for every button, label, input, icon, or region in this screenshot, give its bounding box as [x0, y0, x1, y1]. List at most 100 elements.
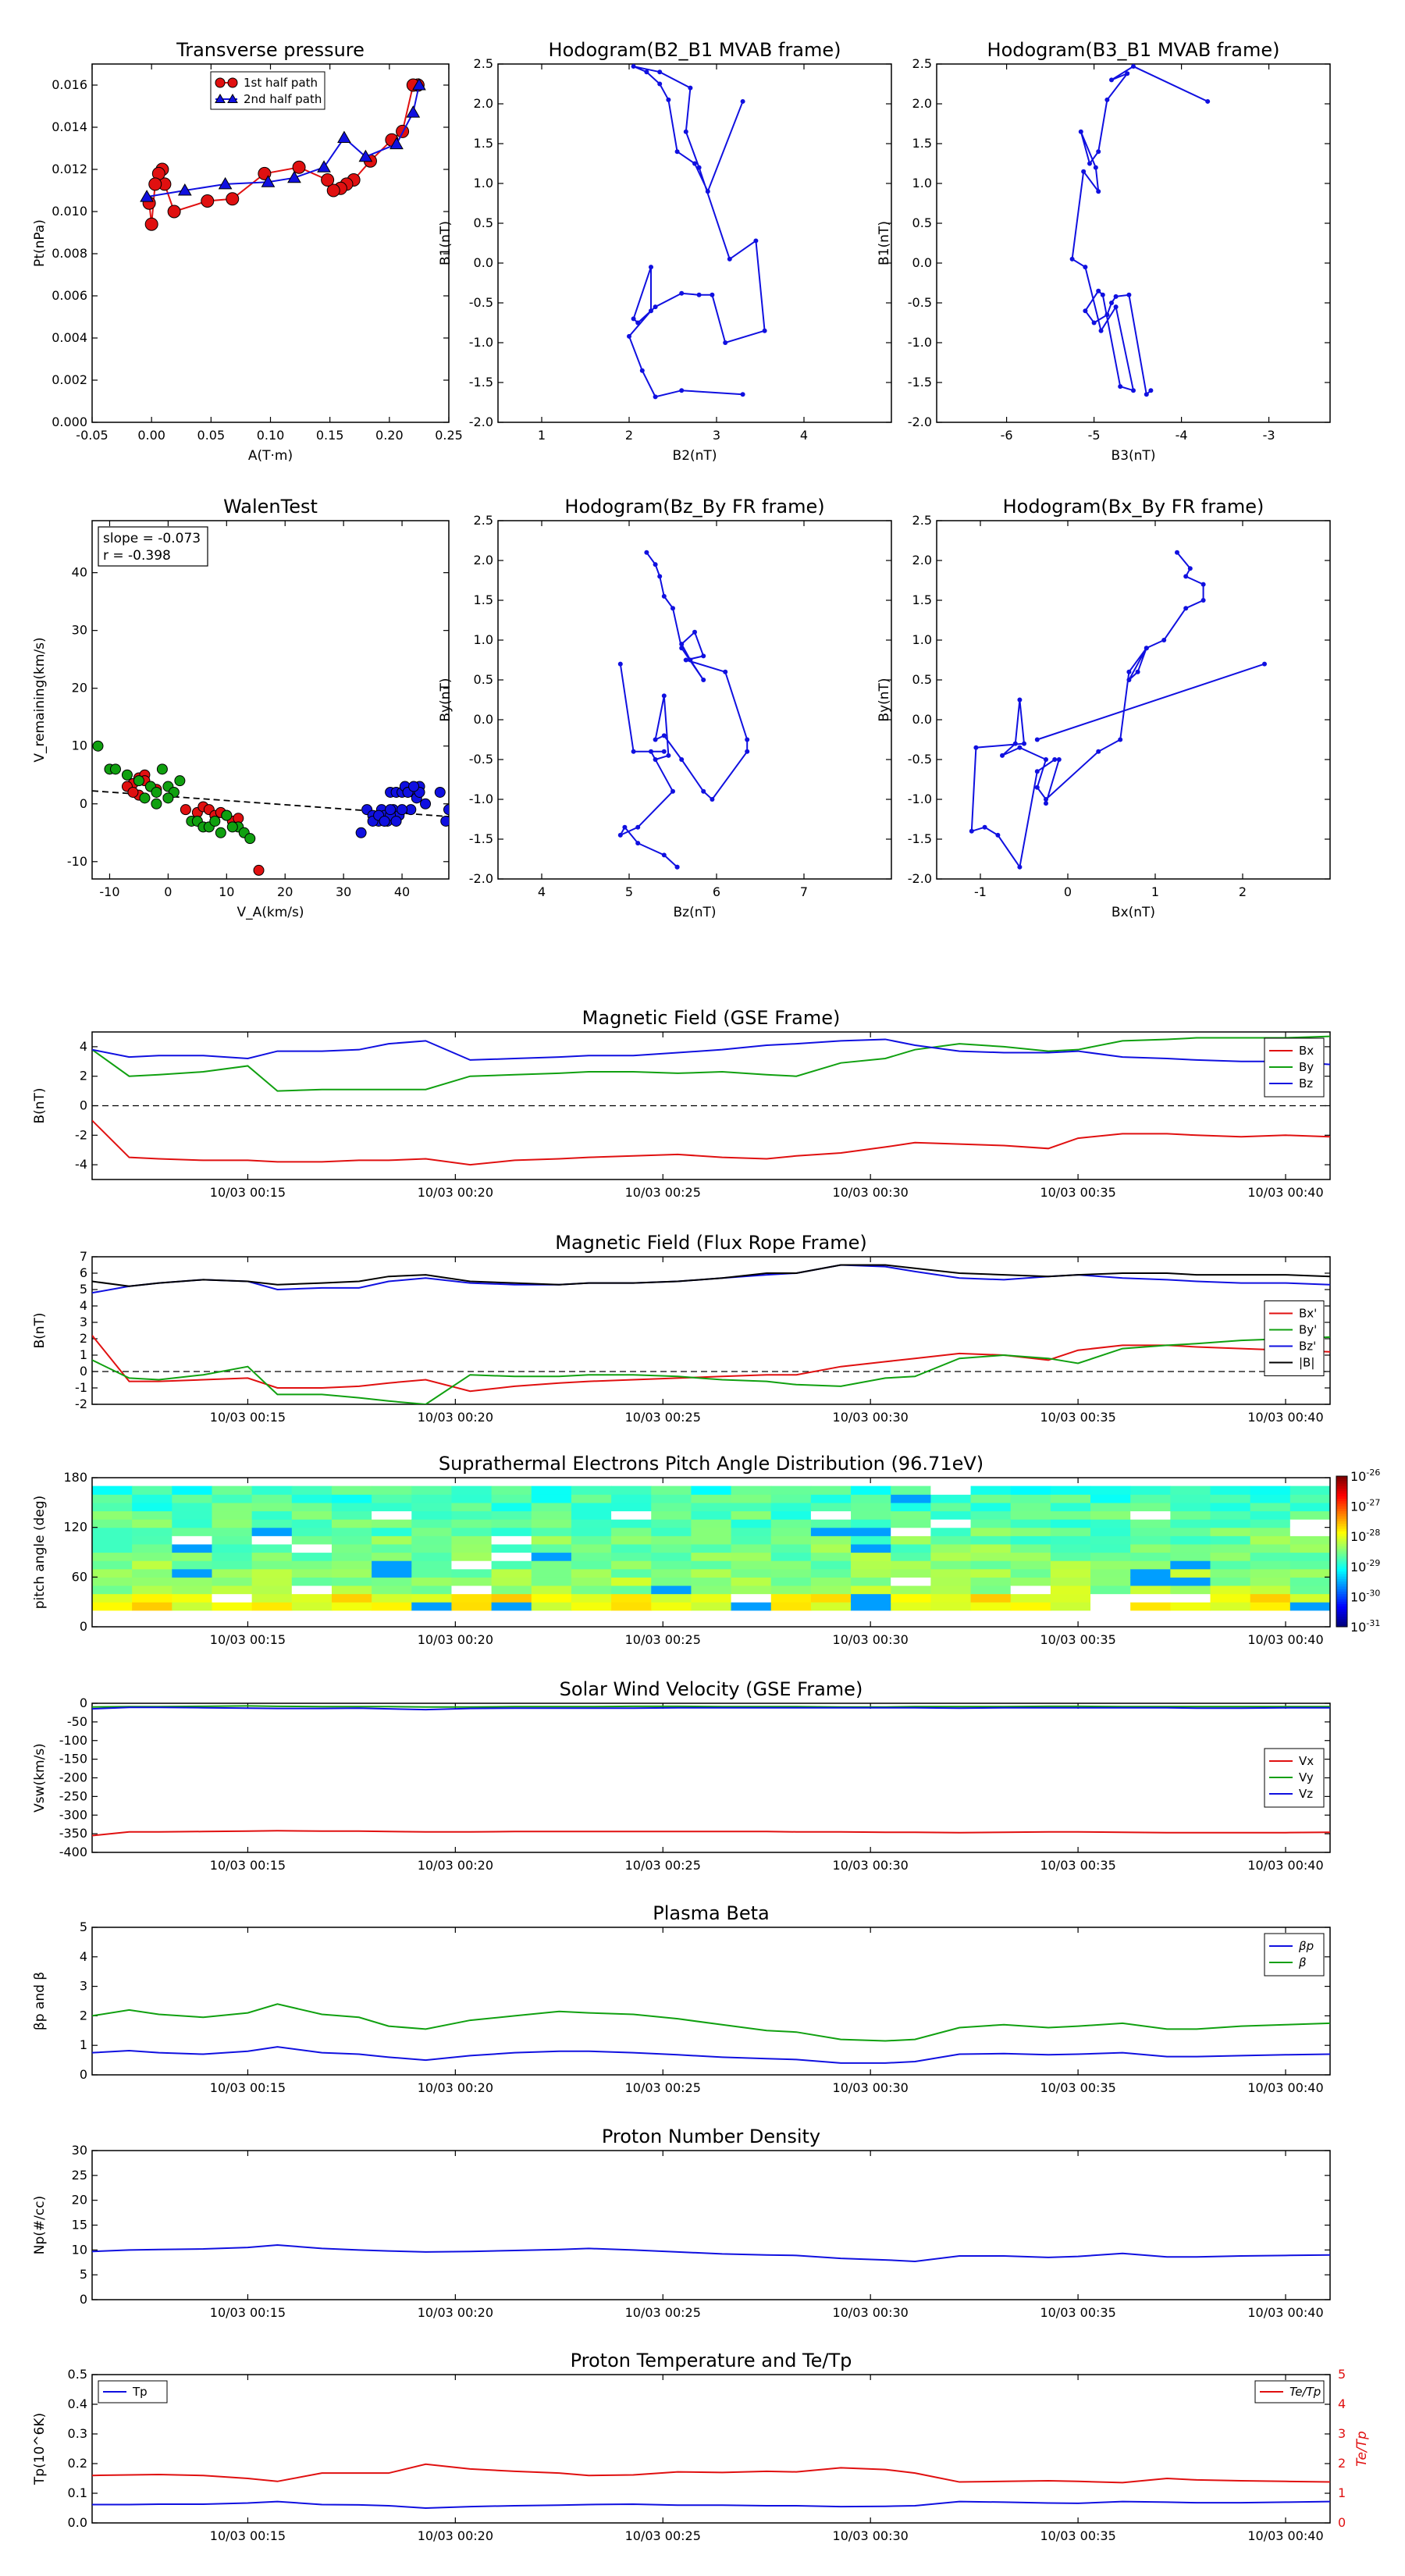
- data-point: [1148, 388, 1154, 393]
- y-tick-label: -0.5: [908, 752, 932, 767]
- heatmap-cell: [810, 1602, 852, 1611]
- colorbar-cell: [1336, 1564, 1347, 1567]
- heatmap-cell: [611, 1494, 652, 1503]
- heatmap-cell: [891, 1552, 931, 1561]
- x-axis-label: V_A(km/s): [237, 905, 304, 920]
- data-point: [180, 804, 191, 816]
- plot-area: [627, 64, 767, 400]
- heatmap-cell: [691, 1577, 732, 1586]
- series-line: [92, 2500, 1330, 2510]
- heatmap-cell: [92, 1527, 133, 1536]
- heatmap-cell: [1250, 1552, 1291, 1561]
- colorbar-cell: [1336, 1549, 1347, 1552]
- chart-hodogram_b3_b1: Hodogram(B3_B1 MVAB frame) -2.0 -1.5 -1.0 -0…: [877, 39, 1331, 464]
- heatmap-cell: [411, 1593, 453, 1603]
- heatmap-cell: [1130, 1602, 1171, 1611]
- data-point: [109, 763, 121, 775]
- y-tick-label: 0.2: [68, 2456, 87, 2471]
- heatmap-cell: [810, 1560, 852, 1570]
- heatmap-cell: [930, 1485, 972, 1495]
- y-tick-label: 1: [80, 2037, 87, 2052]
- y-axis-label: By(nT): [877, 678, 892, 721]
- colorbar-cell: [1336, 1516, 1347, 1520]
- heatmap-cell: [1050, 1552, 1091, 1561]
- heatmap-cell: [531, 1560, 572, 1570]
- data-point: [617, 661, 623, 667]
- heatmap-cell: [1010, 1568, 1051, 1578]
- heatmap-cell: [1130, 1510, 1171, 1520]
- series-line: [92, 2046, 1330, 2064]
- heatmap-cell: [731, 1519, 772, 1528]
- heatmap-cell: [92, 1519, 133, 1528]
- legend-label: βp: [1298, 1939, 1314, 1953]
- heatmap-cell: [1010, 1560, 1051, 1570]
- heatmap-cell: [1289, 1577, 1330, 1586]
- data-point: [253, 864, 265, 876]
- heatmap-cell: [651, 1585, 692, 1595]
- heatmap-cell: [1050, 1602, 1091, 1611]
- y-tick-label: 6: [80, 1265, 87, 1280]
- x-tick-label: 2: [625, 428, 633, 443]
- x-tick-label: 7: [800, 884, 808, 899]
- heatmap-cell: [132, 1560, 173, 1570]
- y-tick-label: -50: [67, 1714, 87, 1729]
- colorbar-cell: [1336, 1483, 1347, 1487]
- data-point: [657, 69, 663, 75]
- heatmap-cell: [970, 1494, 1012, 1503]
- data-point: [1205, 98, 1211, 104]
- y-tick-label: 1.0: [474, 176, 493, 190]
- plot-frame: [91, 520, 450, 880]
- heatmap-cell: [651, 1602, 692, 1611]
- x-tick-label: 5: [625, 884, 633, 899]
- chart-title: Suprathermal Electrons Pitch Angle Distr…: [439, 1453, 984, 1475]
- heatmap-cell: [531, 1527, 572, 1536]
- series-line: [92, 2463, 1330, 2484]
- heatmap-cell: [372, 1552, 412, 1561]
- heatmap-cell: [1289, 1510, 1330, 1520]
- heatmap-cell: [731, 1535, 772, 1545]
- data-point: [1109, 301, 1114, 305]
- y-tick-label: 0: [80, 2292, 87, 2307]
- heatmap-cell: [1250, 1568, 1291, 1578]
- heatmap-cell: [372, 1510, 412, 1520]
- heatmap-cell: [331, 1602, 372, 1611]
- x-tick-label: 20: [277, 884, 293, 899]
- y-tick-label: 0.010: [52, 204, 87, 219]
- heatmap-cell: [411, 1585, 453, 1595]
- data-point: [1093, 165, 1098, 170]
- data-point: [397, 804, 408, 816]
- heatmap-cell: [651, 1502, 692, 1512]
- heatmap-cell: [531, 1568, 572, 1578]
- y-tick-label: -2: [75, 1127, 87, 1142]
- data-point: [287, 170, 301, 183]
- heatmap-cell: [212, 1593, 253, 1603]
- heatmap-cell: [930, 1585, 972, 1595]
- heatmap-cell: [611, 1535, 652, 1545]
- heatmap-cell: [970, 1502, 1012, 1512]
- heatmap-cell: [491, 1560, 532, 1570]
- y-tick-label: 2.0: [912, 553, 932, 568]
- heatmap-cell: [891, 1502, 931, 1512]
- y-tick-label: 2.5: [912, 56, 932, 71]
- heatmap-cell: [691, 1552, 732, 1561]
- colorbar-label: 10-29: [1350, 1558, 1380, 1574]
- heatmap-cell: [251, 1527, 293, 1536]
- legend-label: Bz: [1299, 1076, 1313, 1091]
- heatmap-cell: [891, 1585, 931, 1595]
- chart-hodogram_bz_by: Hodogram(Bz_By FR frame) -2.0 -1.5 -1.0 -0.5…: [438, 496, 892, 920]
- colorbar-cell: [1336, 1609, 1347, 1613]
- data-point: [358, 149, 373, 162]
- colorbar-cell: [1336, 1619, 1347, 1623]
- y-tick-label: -1.5: [469, 375, 493, 390]
- x-tick-label: 10/03 00:20: [418, 2528, 493, 2543]
- heatmap-cell: [92, 1602, 133, 1611]
- data-point: [385, 804, 397, 816]
- heatmap-cell: [1170, 1585, 1211, 1595]
- data-point: [696, 165, 702, 170]
- heatmap-cell: [132, 1502, 173, 1512]
- x-tick-label: 0.05: [197, 428, 226, 443]
- plot-frame: [936, 520, 1331, 880]
- heatmap-cell: [1130, 1552, 1171, 1561]
- data-point: [639, 368, 645, 373]
